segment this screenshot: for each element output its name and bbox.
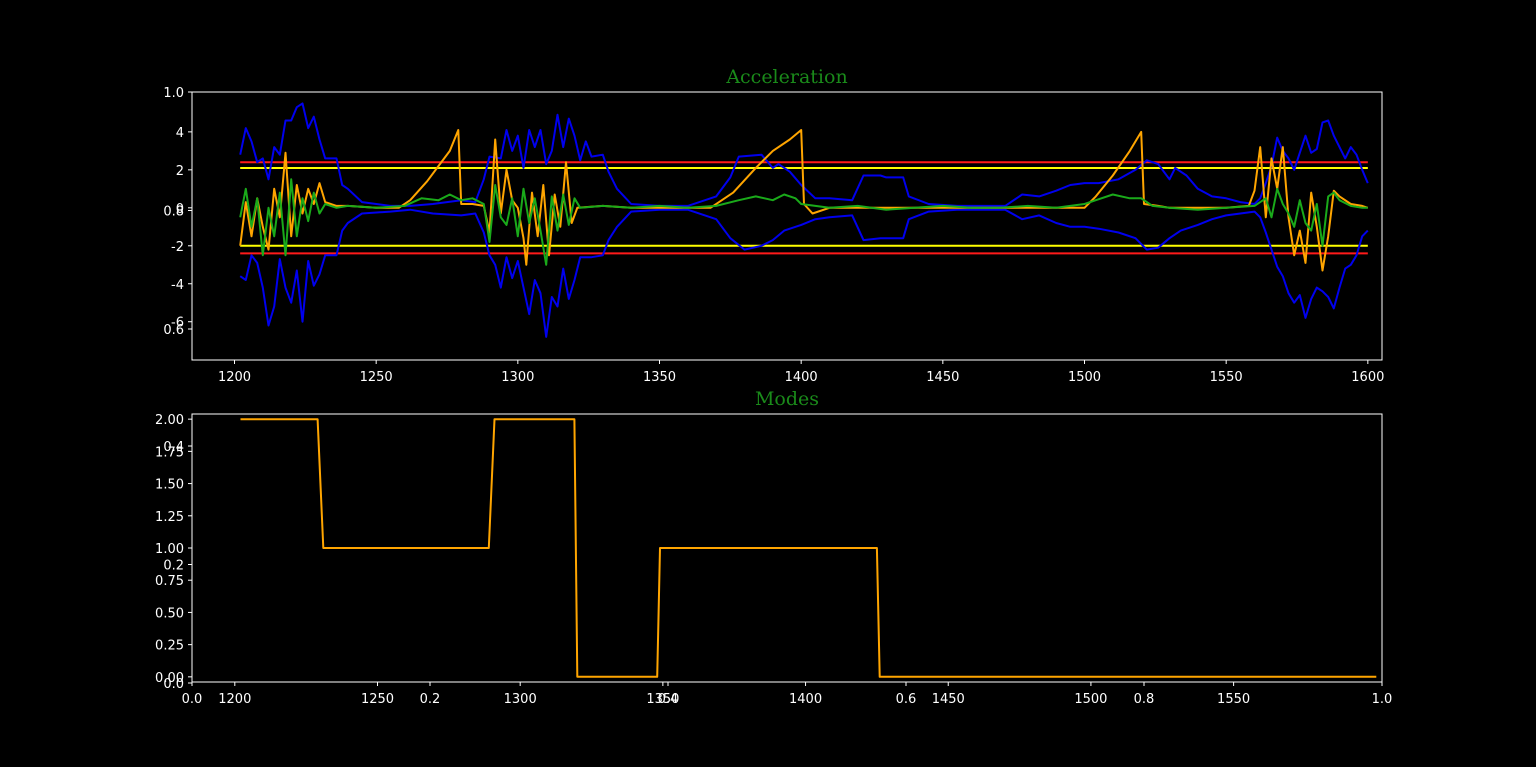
y-tick-label: 0.75	[155, 574, 184, 589]
x-tick-label: 1200	[218, 370, 251, 385]
overlay-y-tick-label: 0.6	[163, 323, 184, 338]
y-tick-label: -6	[171, 316, 184, 331]
x-tick-label: 1200	[218, 692, 251, 707]
acceleration-chart: Acceleration 1200 1250 1300 1350 1400 1450 150…	[163, 66, 1384, 385]
y-tick-label: -4	[171, 278, 184, 293]
modes-plot-area	[240, 418, 1377, 678]
overlay-y-tick-label: 0.0	[163, 677, 184, 692]
overlay-y-tick-label: 0.4	[163, 440, 184, 455]
overlay-y-tick-label: 0.8	[163, 205, 184, 220]
x-tick-label: 1550	[1217, 692, 1250, 707]
x-tick-label: 1250	[361, 692, 394, 707]
acceleration-ticks: 1200 1250 1300 1350 1400 1450 1500 1550 1600 4 2 0 -…	[163, 86, 1384, 385]
series-line-0	[239, 102, 1369, 207]
y-tick-label: 1.00	[155, 542, 184, 557]
series-line-1	[239, 208, 1369, 338]
y-tick-label: 2	[176, 164, 184, 179]
overlay-y-tick-label: 0.2	[163, 559, 184, 574]
x-tick-label: 1500	[1074, 692, 1107, 707]
y-tick-label: 0.50	[155, 606, 184, 621]
overlay-x-tick-label: 0.2	[420, 692, 441, 707]
x-tick-label: 1500	[1068, 370, 1101, 385]
modes-title: Modes	[755, 388, 819, 410]
x-tick-label: 1600	[1351, 370, 1384, 385]
overlay-x-tick-label: 1.0	[1372, 692, 1393, 707]
overlay-x-tick-label: 0.6	[896, 692, 917, 707]
y-tick-label: 1.25	[155, 510, 184, 525]
acceleration-axes-frame	[191, 91, 1383, 361]
overlay-x-tick-label: 0.8	[1134, 692, 1155, 707]
x-tick-label: 1450	[926, 370, 959, 385]
series-line-0	[240, 418, 1377, 678]
y-tick-label: 0.00	[155, 671, 184, 686]
y-tick-label: 0	[176, 202, 184, 217]
x-tick-label: 1400	[785, 370, 818, 385]
modes-chart: Modes 1200 1250 1300 1350 1400 1450 1500 1550 0.…	[155, 388, 1392, 707]
y-tick-label: 1.50	[155, 478, 184, 493]
acceleration-plot-area	[239, 102, 1369, 338]
overlay-x-tick-label: 0.0	[182, 692, 203, 707]
acceleration-title: Acceleration	[725, 66, 847, 88]
y-tick-label: 2.00	[155, 413, 184, 428]
x-tick-label: 1300	[501, 370, 534, 385]
x-tick-label: 1350	[643, 370, 676, 385]
x-tick-label: 1400	[789, 692, 822, 707]
modes-ticks: 1200 1250 1300 1350 1400 1450 1500 1550 0.00 0.25…	[155, 413, 1392, 707]
overlay-y-tick-label: 1.0	[163, 86, 184, 101]
x-tick-label: 1450	[932, 692, 965, 707]
x-tick-label: 1300	[504, 692, 537, 707]
y-tick-label: 4	[176, 126, 184, 141]
series-line-3	[239, 178, 1368, 266]
x-tick-label: 1250	[360, 370, 393, 385]
y-tick-label: -2	[171, 240, 184, 255]
y-tick-label: 0.25	[155, 639, 184, 654]
x-tick-label: 1550	[1210, 370, 1243, 385]
overlay-x-tick-label: 0.4	[658, 692, 679, 707]
x-tick-label: 1350	[646, 692, 679, 707]
y-tick-label: 1.75	[155, 445, 184, 460]
